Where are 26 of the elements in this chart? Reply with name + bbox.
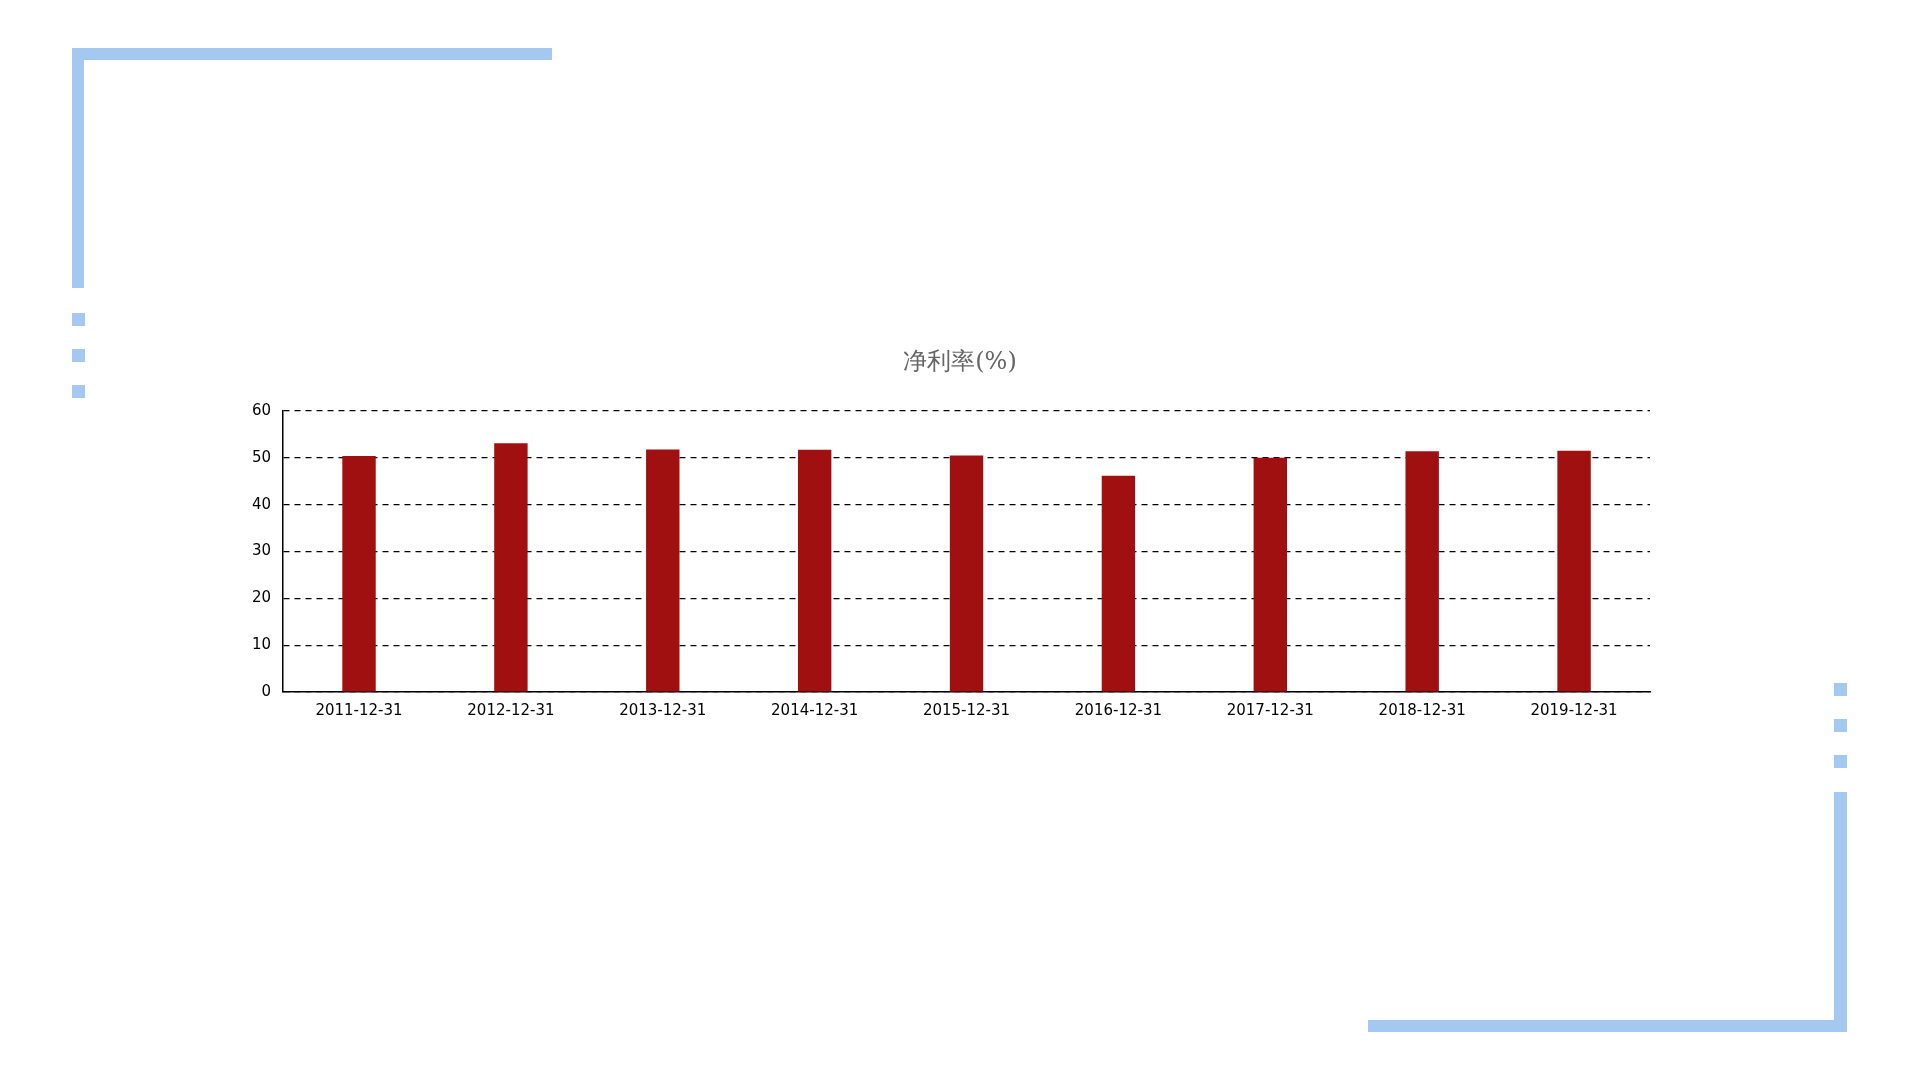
bar (494, 443, 528, 692)
bar (797, 449, 832, 692)
x-tick-label: 2011-12-31 (315, 700, 403, 719)
x-tick-label: 2014-12-31 (771, 700, 859, 719)
bar (1557, 450, 1591, 692)
y-tick-label: 30 (251, 541, 272, 560)
bar (646, 449, 680, 692)
bar (949, 455, 984, 692)
x-tick-label: 2019-12-31 (1530, 700, 1618, 719)
y-tick-label: 10 (251, 635, 272, 654)
y-tick-label: 0 (261, 681, 272, 700)
x-tick-label: 2015-12-31 (922, 700, 1011, 719)
y-tick-label: 40 (251, 494, 272, 513)
bar (1101, 475, 1136, 692)
bar (1405, 451, 1439, 692)
x-tick-label: 2017-12-31 (1226, 700, 1314, 719)
bar (342, 455, 376, 692)
x-tick-label: 2016-12-31 (1074, 700, 1163, 719)
x-tick-label: 2012-12-31 (467, 700, 555, 719)
x-tick-label: 2013-12-31 (619, 700, 707, 719)
y-tick-label: 50 (251, 447, 272, 466)
chart-title: 净利率(%) (902, 346, 1018, 377)
bar (1253, 457, 1288, 692)
y-tick-label: 60 (251, 400, 272, 419)
x-tick-label: 2018-12-31 (1378, 700, 1466, 719)
y-tick-label: 20 (251, 588, 272, 607)
